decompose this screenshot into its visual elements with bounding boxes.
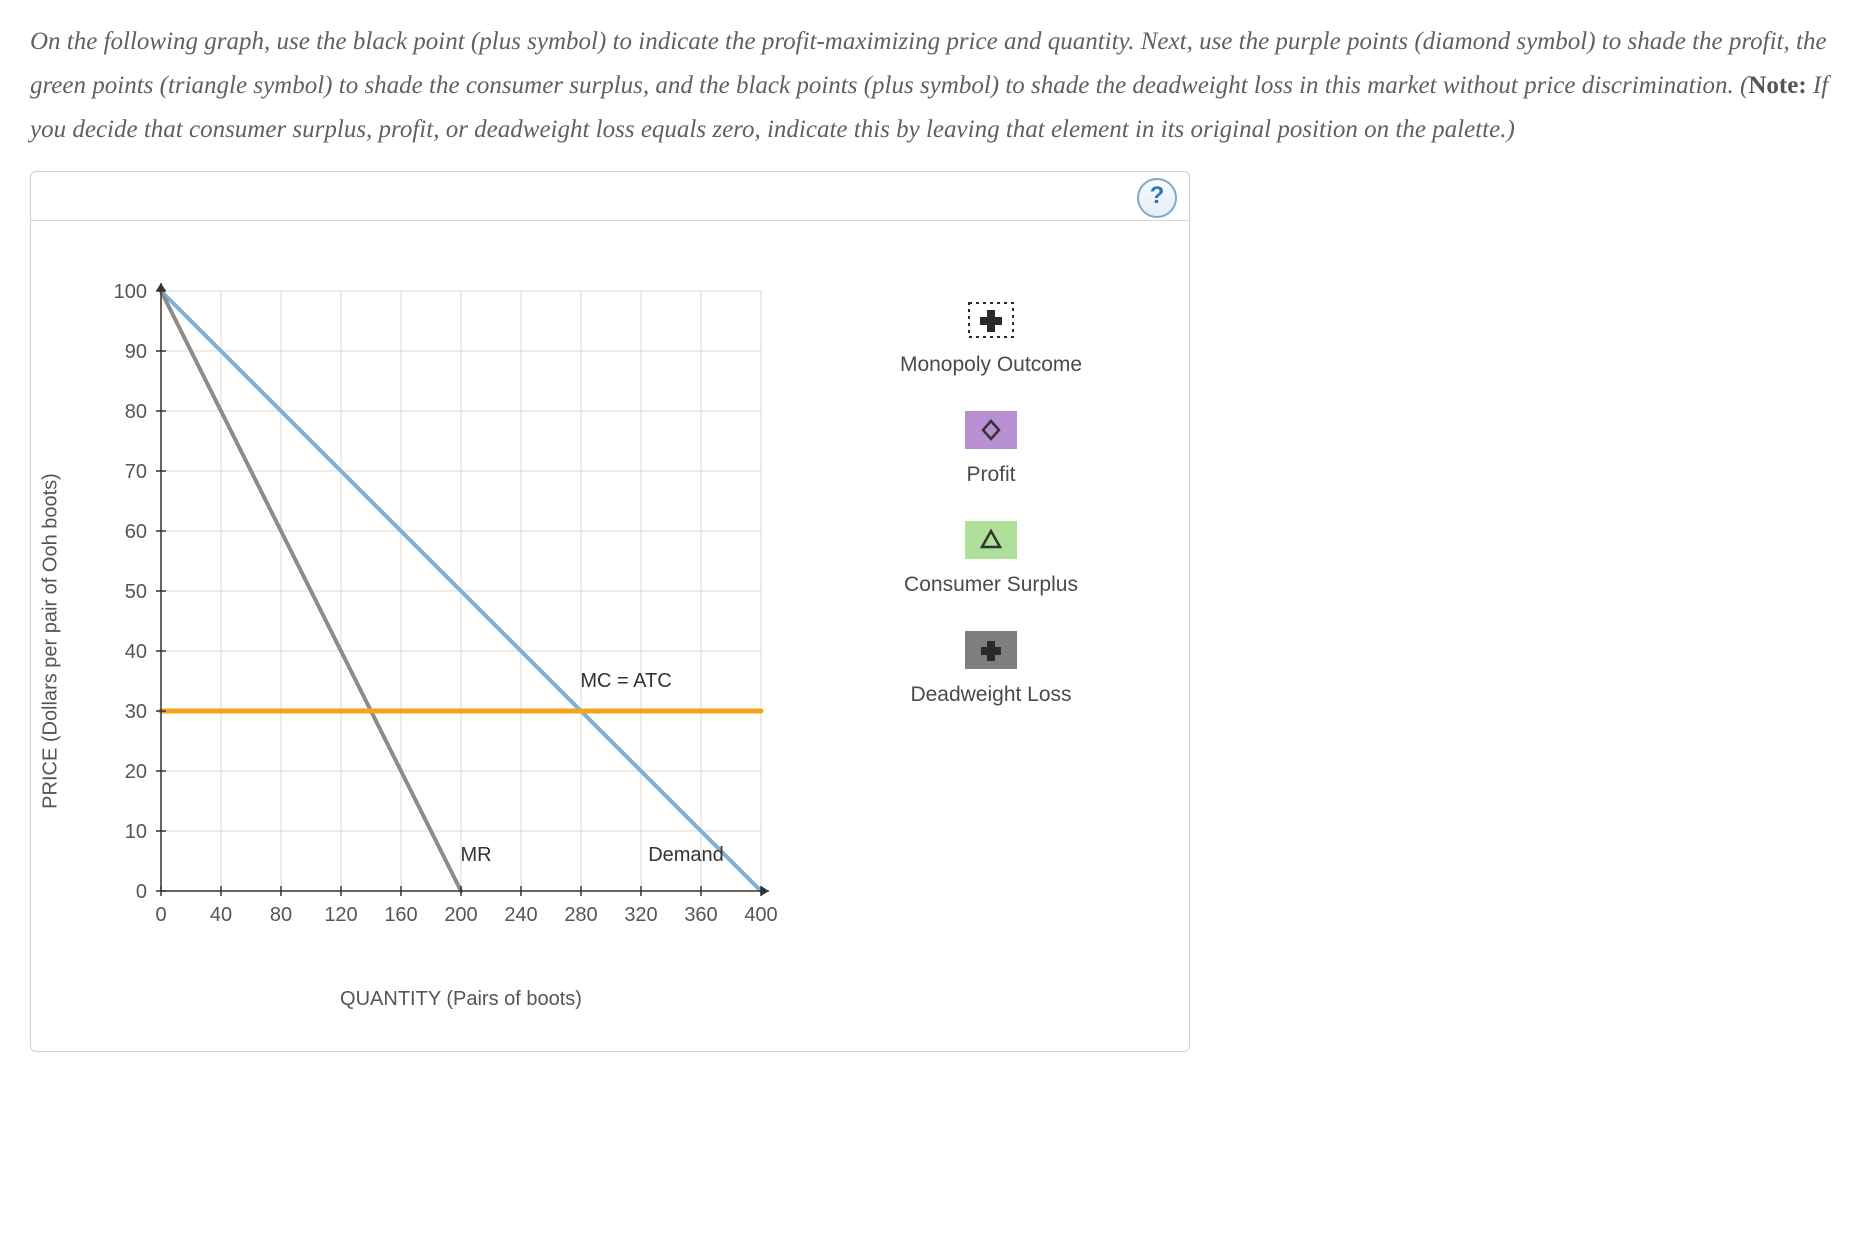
legend-swatch-dwl[interactable] bbox=[965, 631, 1017, 669]
svg-text:160: 160 bbox=[384, 904, 417, 926]
svg-text:0: 0 bbox=[136, 881, 147, 903]
svg-text:70: 70 bbox=[125, 461, 147, 483]
help-button[interactable]: ? bbox=[1137, 178, 1177, 218]
svg-text:90: 90 bbox=[125, 341, 147, 363]
chart-line-label-demand: Demand bbox=[648, 844, 724, 866]
svg-text:10: 10 bbox=[125, 821, 147, 843]
chart-line-label-mc_atc: MC = ATC bbox=[580, 670, 671, 692]
legend-label-monopoly: Monopoly Outcome bbox=[900, 353, 1082, 377]
svg-text:400: 400 bbox=[744, 904, 777, 926]
svg-text:40: 40 bbox=[210, 904, 232, 926]
svg-text:240: 240 bbox=[504, 904, 537, 926]
svg-text:80: 80 bbox=[125, 401, 147, 423]
legend-label-profit: Profit bbox=[966, 463, 1015, 487]
svg-text:320: 320 bbox=[624, 904, 657, 926]
svg-text:20: 20 bbox=[125, 761, 147, 783]
instructions-before: On the following graph, use the black po… bbox=[30, 28, 1827, 99]
graph-panel: ? PRICE (Dollars per pair of Ooh boots) … bbox=[30, 171, 1190, 1052]
svg-text:120: 120 bbox=[324, 904, 357, 926]
legend-item-monopoly[interactable]: Monopoly Outcome bbox=[891, 301, 1091, 377]
legend-palette: Monopoly Outcome Profit Consumer Surplus De… bbox=[821, 281, 1091, 1001]
x-axis-title: QUANTITY (Pairs of boots) bbox=[340, 988, 582, 1011]
legend-label-consumer_surplus: Consumer Surplus bbox=[904, 573, 1078, 597]
svg-text:60: 60 bbox=[125, 521, 147, 543]
chart-area[interactable]: PRICE (Dollars per pair of Ooh boots) De… bbox=[61, 281, 821, 1001]
panel-body: PRICE (Dollars per pair of Ooh boots) De… bbox=[31, 221, 1189, 1051]
chart-svg[interactable]: DemandMRMC = ATC040801201602002402803203… bbox=[61, 281, 821, 961]
legend-swatch-consumer_surplus[interactable] bbox=[965, 521, 1017, 559]
legend-swatch-profit[interactable] bbox=[965, 411, 1017, 449]
svg-text:360: 360 bbox=[684, 904, 717, 926]
legend-swatch-monopoly[interactable] bbox=[965, 301, 1017, 339]
svg-text:80: 80 bbox=[270, 904, 292, 926]
page: On the following graph, use the black po… bbox=[0, 0, 1868, 1072]
legend-item-dwl[interactable]: Deadweight Loss bbox=[891, 631, 1091, 707]
chart-line-label-mr: MR bbox=[460, 844, 491, 866]
note-label: Note: bbox=[1748, 72, 1806, 99]
svg-text:0: 0 bbox=[155, 904, 166, 926]
svg-text:100: 100 bbox=[114, 281, 147, 303]
legend-label-dwl: Deadweight Loss bbox=[910, 683, 1071, 707]
svg-text:280: 280 bbox=[564, 904, 597, 926]
svg-text:200: 200 bbox=[444, 904, 477, 926]
svg-text:30: 30 bbox=[125, 701, 147, 723]
panel-header: ? bbox=[31, 172, 1189, 221]
legend-item-consumer_surplus[interactable]: Consumer Surplus bbox=[891, 521, 1091, 597]
svg-text:40: 40 bbox=[125, 641, 147, 663]
svg-text:50: 50 bbox=[125, 581, 147, 603]
y-axis-title: PRICE (Dollars per pair of Ooh boots) bbox=[40, 473, 63, 809]
instructions-text: On the following graph, use the black po… bbox=[30, 20, 1838, 151]
legend-item-profit[interactable]: Profit bbox=[891, 411, 1091, 487]
